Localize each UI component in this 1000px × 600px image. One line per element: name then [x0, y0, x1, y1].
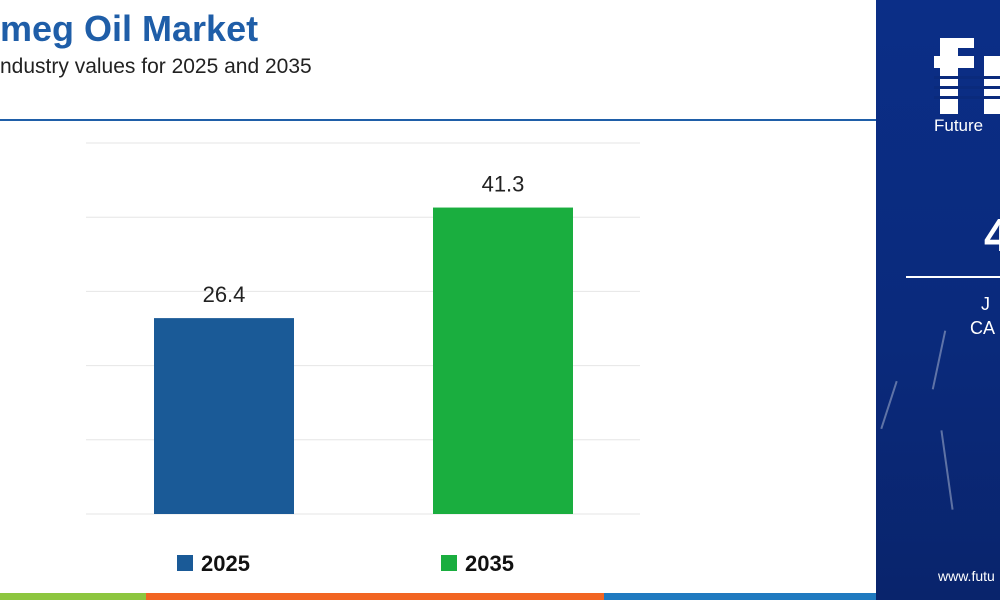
value-label-2035: 41.3	[482, 172, 525, 197]
header-divider	[0, 119, 876, 121]
bar-2035	[433, 207, 573, 514]
legend-swatch-2025	[177, 555, 193, 571]
value-label-2025: 26.4	[203, 282, 246, 307]
bar-chart: 26.4 41.3 2025 2035	[86, 142, 640, 576]
bottom-strip-green	[0, 593, 146, 600]
legend-label-2035: 2035	[465, 551, 514, 576]
period-label: J	[981, 294, 990, 314]
chart-subtitle: ndustry values for 2025 and 2035	[0, 55, 312, 78]
bottom-strip-blue	[604, 593, 876, 600]
decorative-streak	[940, 430, 954, 510]
legend-label-2025: 2025	[201, 551, 250, 576]
website-url: www.futu	[938, 568, 995, 584]
bar-2025	[154, 318, 294, 514]
panel-divider	[906, 276, 1000, 278]
chart-legend: 2025 2035	[177, 551, 514, 576]
metric-label: CA	[970, 318, 996, 338]
decorative-streak	[880, 380, 898, 430]
bottom-strip-orange	[146, 593, 604, 600]
side-panel: Future 4 J CA www.futu	[876, 0, 1000, 600]
brand-name: Future	[934, 116, 984, 135]
decorative-streak	[931, 330, 947, 390]
chart-bars	[154, 207, 573, 514]
chart-title: meg Oil Market	[0, 8, 259, 49]
chart-value-labels: 26.4 41.3	[203, 172, 525, 308]
headline-value: 4	[984, 209, 1000, 261]
legend-swatch-2035	[441, 555, 457, 571]
brand-logo-icon	[934, 38, 1000, 114]
